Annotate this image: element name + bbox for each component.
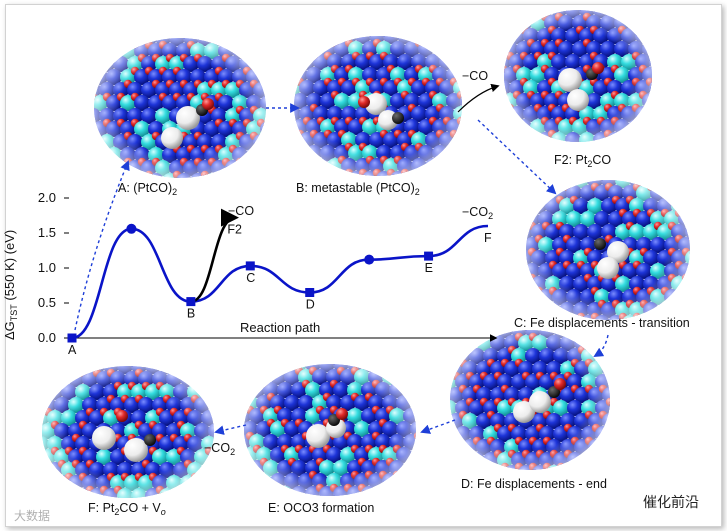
y-tick-label: 1.5 (38, 225, 56, 240)
atom-cluster-e (244, 364, 416, 496)
annotation-minus-co2: −CO2 (462, 205, 493, 221)
atom-cluster-c (526, 180, 690, 320)
state-marker (67, 333, 77, 343)
label-minus-co-top: −CO (462, 69, 488, 83)
state-marker (305, 288, 315, 297)
energy-profile-chart: Reaction path ΔGTST (550 K) (eV) 0.0 0.5 1… (2, 190, 498, 357)
watermark-left: 大数据 (14, 508, 50, 523)
atom-cluster-f2 (504, 10, 652, 142)
caption-E: E: OCO3 formation (268, 501, 374, 515)
transition-arrows (74, 103, 609, 435)
state-label: C (246, 271, 255, 285)
energy-path-co-desorption (190, 208, 240, 303)
arrow-B-to-F2 (457, 83, 500, 113)
arrow-C-to-D (593, 334, 609, 358)
state-label: B (187, 307, 195, 321)
atom-cluster-d (450, 330, 610, 470)
state-label: A (68, 343, 77, 357)
caption-B: B: metastable (PtCO)2 (296, 181, 420, 197)
arrow-plot-to-A (74, 160, 130, 331)
x-axis-label: Reaction path (240, 320, 320, 335)
state-marker (245, 261, 255, 271)
watermark-right: 催化前沿 (643, 494, 699, 510)
arrow-F2-to-C (477, 119, 557, 195)
state-marker (186, 297, 196, 307)
atom-cluster-a (94, 38, 266, 178)
label-minus-co2-bottom: −CO2 (204, 441, 235, 457)
caption-A: A: (PtCO)2 (118, 181, 177, 197)
arrow-D-to-E (420, 419, 456, 434)
annotation-minus-co: −CO (228, 204, 254, 218)
y-tick-label: 1.0 (38, 260, 56, 275)
state-marker (364, 254, 375, 265)
atom-cluster-f (42, 366, 214, 498)
y-tick-label: 2.0 (38, 190, 56, 205)
state-label: E (425, 261, 433, 275)
y-ticks: 0.0 0.5 1.0 1.5 2.0 (38, 190, 69, 345)
caption-D: D: Fe displacements - end (461, 477, 607, 491)
y-axis-label: ΔGTST (550 K) (eV) (2, 230, 19, 340)
arrow-E-to-F (214, 424, 247, 435)
state-label: F (484, 231, 492, 245)
state-label: D (306, 298, 315, 312)
caption-F2: F2: Pt2CO (554, 153, 611, 169)
y-tick-label: 0.5 (38, 295, 56, 310)
state-marker (424, 251, 434, 261)
state-label: F2 (227, 223, 242, 237)
atom-cluster-b (294, 36, 462, 176)
y-tick-label: 0.0 (38, 330, 56, 345)
caption-F: F: Pt2CO + Vo (88, 501, 166, 517)
caption-C: C: Fe displacements - transition (514, 316, 690, 330)
state-marker (126, 223, 137, 234)
